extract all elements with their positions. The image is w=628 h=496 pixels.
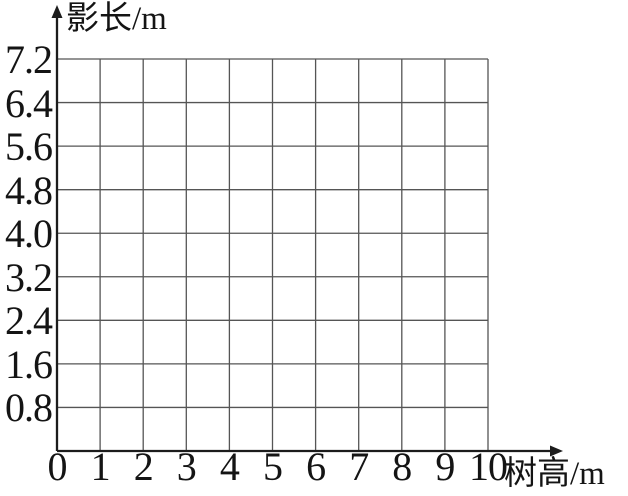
y-tick-label: 5.6 — [5, 124, 53, 169]
x-tick-label: 6 — [306, 444, 326, 489]
x-tick-label: 0 — [47, 444, 68, 489]
y-axis-arrowhead-icon — [51, 5, 63, 18]
y-tick-label: 0.8 — [5, 385, 53, 430]
x-tick-label: 7 — [349, 444, 369, 489]
y-tick-label: 4.0 — [5, 211, 53, 256]
x-tick-label: 1 — [90, 444, 111, 489]
x-tick-label: 2 — [133, 444, 154, 489]
x-tick-label: 5 — [263, 444, 283, 489]
x-axis-label: 树高/m — [504, 456, 605, 492]
y-tick-label: 4.8 — [5, 168, 53, 213]
y-tick-label: 3.2 — [5, 255, 53, 300]
y-axis-label: 影长/m — [66, 1, 167, 37]
x-tick-label: 9 — [435, 444, 455, 489]
x-tick-label: 8 — [392, 444, 412, 489]
x-tick-label: 10 — [469, 444, 508, 489]
y-tick-label: 2.4 — [5, 298, 53, 343]
x-axis-arrowhead-icon — [550, 445, 563, 457]
y-tick-label: 6.4 — [5, 81, 53, 126]
x-tick-label: 4 — [219, 444, 240, 489]
y-tick-label: 7.2 — [5, 37, 53, 82]
x-tick-label: 3 — [176, 444, 197, 489]
y-tick-label: 1.6 — [5, 342, 53, 387]
